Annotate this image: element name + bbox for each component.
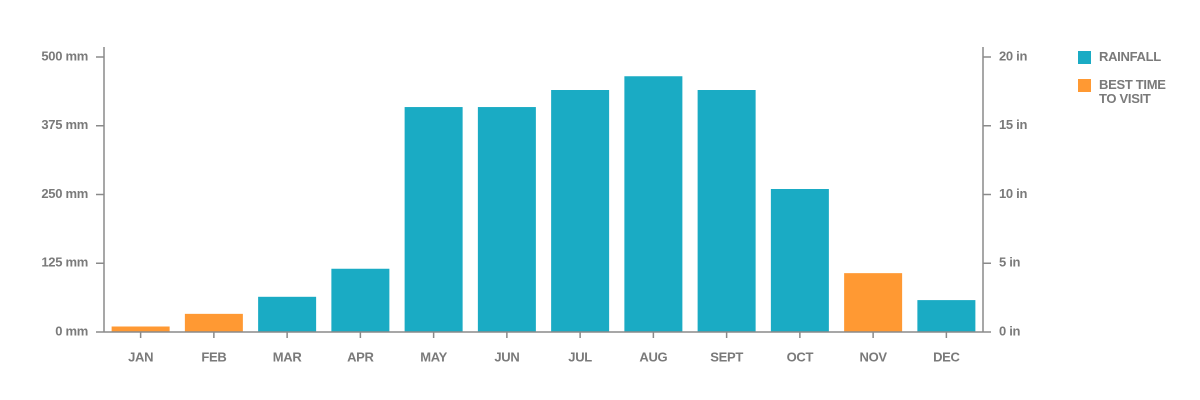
legend-swatch xyxy=(1078,51,1091,64)
bar xyxy=(404,107,463,332)
x-tick-label: APR xyxy=(347,349,374,364)
x-tick-label: AUG xyxy=(639,349,667,364)
y-tick-label: 0 mm xyxy=(55,323,88,338)
bar xyxy=(258,296,317,332)
y2-tick-label: 0 in xyxy=(999,323,1021,338)
x-tick-label: MAY xyxy=(420,349,447,364)
y-tick-label: 250 mm xyxy=(41,186,88,201)
bar xyxy=(697,90,756,332)
legend-label: RAINFALL xyxy=(1099,49,1161,64)
bar xyxy=(551,90,610,332)
bar xyxy=(111,326,170,332)
bar xyxy=(477,107,536,332)
bar xyxy=(184,313,243,332)
x-tick-label: FEB xyxy=(201,349,226,364)
bar xyxy=(844,273,903,332)
y2-tick-label: 5 in xyxy=(999,255,1021,270)
y2-tick-label: 15 in xyxy=(999,117,1027,132)
bar xyxy=(624,76,683,332)
x-tick-label: DEC xyxy=(933,349,960,364)
x-tick-label: JAN xyxy=(128,349,153,364)
x-tick-label: MAR xyxy=(273,349,303,364)
x-tick-label: NOV xyxy=(859,349,887,364)
y2-tick-label: 20 in xyxy=(999,48,1027,63)
x-tick-label: JUN xyxy=(494,349,519,364)
x-tick-label: JUL xyxy=(568,349,592,364)
y-tick-label: 125 mm xyxy=(41,255,88,270)
legend-item: RAINFALL xyxy=(1078,50,1171,64)
legend-swatch xyxy=(1078,79,1091,92)
x-tick-label: OCT xyxy=(787,349,814,364)
bar xyxy=(331,268,390,332)
legend-item: BEST TIME TO VISIT xyxy=(1078,78,1171,106)
y2-tick-label: 10 in xyxy=(999,186,1027,201)
x-tick-label: SEPT xyxy=(710,349,743,364)
y-tick-label: 500 mm xyxy=(41,48,88,63)
bar xyxy=(770,189,829,332)
bar xyxy=(917,300,976,332)
legend: RAINFALL BEST TIME TO VISIT xyxy=(1078,50,1171,120)
legend-label: BEST TIME TO VISIT xyxy=(1099,77,1166,106)
y-tick-label: 375 mm xyxy=(41,117,88,132)
